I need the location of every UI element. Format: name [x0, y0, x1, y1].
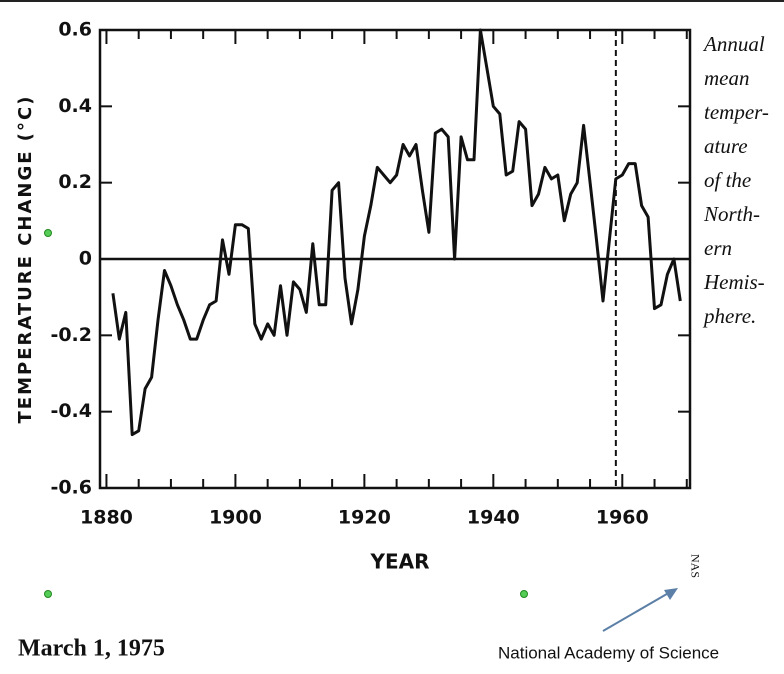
source-mark: NAS: [688, 554, 702, 578]
marker-dot: [44, 229, 52, 237]
data-line: [111, 28, 682, 437]
y-tick-label: 0.2: [58, 171, 92, 193]
y-tick-label: -0.2: [50, 324, 92, 346]
x-tick-label: 1940: [467, 507, 520, 529]
y-tick-label: 0.6: [58, 19, 92, 41]
date: March 1, 1975: [18, 636, 165, 662]
source: National Academy of Science: [498, 643, 719, 662]
y-axis-label: TEMPERATURE CHANGE (°C): [15, 95, 36, 424]
y-tick-label: 0: [79, 248, 92, 270]
caption-line: temper-: [704, 100, 769, 124]
caption-line: Annual: [702, 32, 765, 56]
caption-line: ature: [704, 134, 748, 158]
x-tick-label: 1880: [80, 507, 133, 529]
caption-line: mean: [704, 66, 750, 90]
marker-dot: [44, 590, 52, 598]
x-tick-label: 1920: [338, 507, 391, 529]
caption-line: ern: [704, 236, 732, 260]
x-tick-label: 1960: [596, 507, 649, 529]
y-tick-label: 0.4: [58, 95, 92, 117]
caption-line: Hemis-: [703, 270, 765, 294]
y-tick-label: -0.6: [50, 477, 92, 499]
caption-line: of the: [704, 168, 751, 192]
caption-line: North-: [703, 202, 760, 226]
arrow: [602, 590, 673, 632]
caption-line: phere.: [702, 304, 756, 328]
x-axis-label: YEAR: [369, 550, 429, 574]
x-tick-label: 1900: [209, 507, 262, 529]
caption: Annual mean temper-ature of the North-ern Hem…: [702, 32, 769, 328]
arrow-head: [664, 588, 678, 600]
y-tick-label: -0.4: [50, 400, 92, 422]
marker-dot: [520, 590, 528, 598]
